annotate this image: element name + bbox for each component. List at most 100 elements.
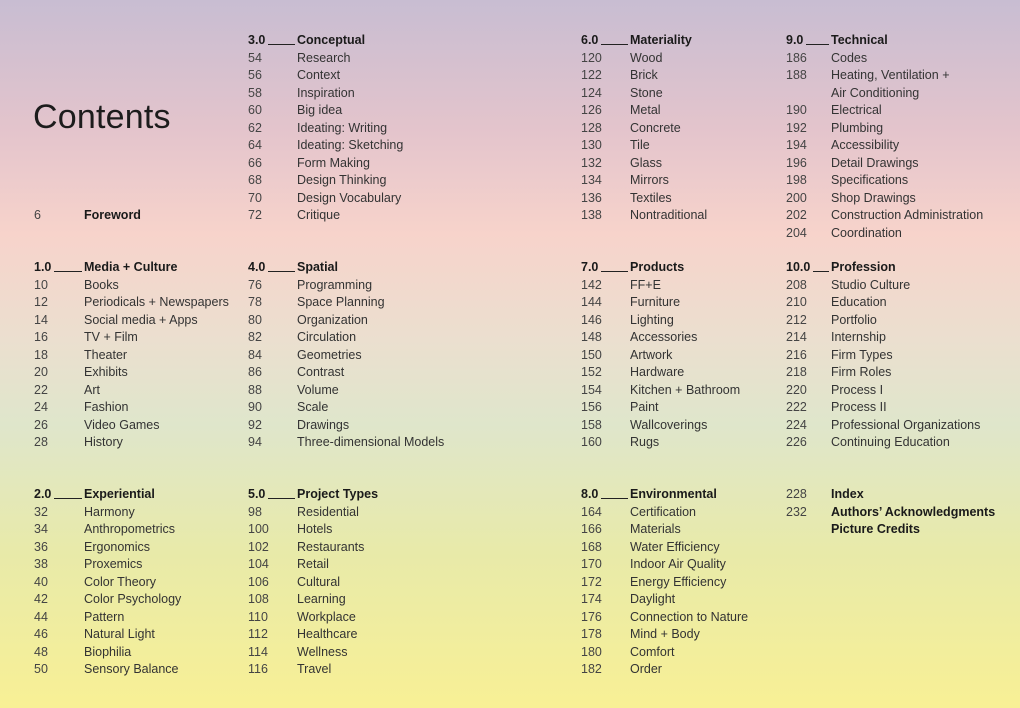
toc-entry: 36 Ergonomics <box>34 539 181 557</box>
entry-title: Geometries <box>297 347 362 362</box>
toc-entry: 200 Shop Drawings <box>786 190 983 208</box>
section-number: 9.0 <box>786 33 804 47</box>
toc-entry: 174 Daylight <box>581 591 748 609</box>
entry-title: Periodicals + Newspapers <box>84 295 229 309</box>
entry-title: Contrast <box>297 365 345 379</box>
section-number: 7.0 <box>581 260 599 274</box>
section-heading: 5.0 Project Types <box>248 486 378 504</box>
entry-title: Furniture <box>630 295 681 309</box>
toc-entry: 12 Periodicals + Newspapers <box>34 294 229 312</box>
toc-entry: 208 Studio Culture <box>786 277 980 295</box>
page-number: 180 <box>581 644 602 659</box>
entry-title: Restaurants <box>297 539 365 554</box>
page-number: 176 <box>581 609 602 624</box>
toc-entry: 42 Color Psychology <box>34 591 181 609</box>
toc-entry: 34 Anthropometrics <box>34 521 181 539</box>
entry-title: Rugs <box>630 435 660 449</box>
entry-title: Accessories <box>630 330 698 344</box>
toc-entry: 56 Context <box>248 67 403 85</box>
toc-entry: 104 Retail <box>248 556 378 574</box>
page-number: 138 <box>581 208 602 222</box>
entry-title: Drawings <box>297 417 350 432</box>
page-number: 120 <box>581 50 602 65</box>
section-number: 1.0 <box>34 260 52 274</box>
toc-entry: 108 Learning <box>248 591 378 609</box>
page-number: 110 <box>248 609 268 624</box>
page-number: 104 <box>248 557 269 571</box>
entry-title: Professional Organizations <box>831 417 981 432</box>
page-number: 148 <box>581 330 602 344</box>
toc-entry: 70 Design Vocabulary <box>248 190 403 208</box>
entry-title: Authors’ Acknowledgments <box>831 504 996 519</box>
toc-entry: 196 Detail Drawings <box>786 155 983 173</box>
toc-entry: 188 Heating, Ventilation + Air Conditioni… <box>786 67 983 102</box>
entry-title: Books <box>84 277 119 292</box>
page-number: 94 <box>248 435 262 449</box>
page-number: 40 <box>34 574 48 589</box>
entry-title: Hardware <box>630 365 685 379</box>
page-number: 122 <box>581 68 602 82</box>
toc-entry: 46 Natural Light <box>34 626 181 644</box>
entry-title: Studio Culture <box>831 277 911 292</box>
page-number: 116 <box>248 662 268 676</box>
entry-title: Anthropometrics <box>84 522 176 536</box>
entry-title: Harmony <box>84 504 135 519</box>
page-number: 90 <box>248 400 262 414</box>
entry-title: Accessibility <box>831 138 900 152</box>
toc-entry: 212 Portfolio <box>786 312 980 330</box>
heading-rule <box>601 32 628 45</box>
section-heading: 6.0 Materiality <box>581 32 707 50</box>
toc-entry: 88 Volume <box>248 382 444 400</box>
entry-title: Mirrors <box>630 173 669 187</box>
toc-entry: 186 Codes <box>786 50 983 68</box>
entry-title: Materials <box>630 522 681 536</box>
toc-section: 228 Index 232 Authors’ Acknowledgments Pictu… <box>786 486 995 539</box>
toc-entry: 18 Theater <box>34 347 229 365</box>
page-number: 200 <box>786 190 807 205</box>
toc-entry: 146 Lighting <box>581 312 740 330</box>
entry-title: Research <box>297 50 351 65</box>
toc-entry: 26 Video Games <box>34 417 229 435</box>
page-number: 54 <box>248 50 262 65</box>
page-number: 214 <box>786 330 807 344</box>
toc-entry: 72 Critique <box>248 207 403 225</box>
page-number: 16 <box>34 330 48 344</box>
entry-title: Form Making <box>297 155 370 170</box>
heading-rule <box>268 486 295 499</box>
toc-entry: 68 Design Thinking <box>248 172 403 190</box>
toc-entry: 226 Continuing Education <box>786 434 980 452</box>
page-number: 132 <box>581 155 602 170</box>
entry-title: Mind + Body <box>630 627 700 641</box>
page-number: 48 <box>34 644 48 659</box>
page-number: 68 <box>248 173 262 187</box>
page-number: 202 <box>786 208 807 222</box>
toc-entry: 170 Indoor Air Quality <box>581 556 748 574</box>
page-number: 102 <box>248 539 269 554</box>
entry-title: Coordination <box>831 225 902 240</box>
toc-entry: 66 Form Making <box>248 155 403 173</box>
page-number: 28 <box>34 435 48 449</box>
toc-entry: 58 Inspiration <box>248 85 403 103</box>
section-number: 2.0 <box>34 487 52 501</box>
toc-entry: 144 Furniture <box>581 294 740 312</box>
page-number: 12 <box>34 295 48 309</box>
page-number: 72 <box>248 208 262 222</box>
entry-title: Connection to Nature <box>630 609 749 624</box>
toc-entry: 64 Ideating: Sketching <box>248 137 403 155</box>
toc-entry: 116 Travel <box>248 661 378 679</box>
section-number: 3.0 <box>248 33 266 47</box>
entry-title: Shop Drawings <box>831 190 916 205</box>
page-number: 38 <box>34 557 48 571</box>
page-number: 100 <box>248 522 269 536</box>
toc-section: 4.0 Spatial 76 Programming 78 Space Planning 8… <box>248 259 444 452</box>
toc-entry: 84 Geometries <box>248 347 444 365</box>
section-title: Environmental <box>630 487 717 501</box>
page-number: 124 <box>581 85 602 100</box>
toc-section: 6 Foreword <box>34 207 141 225</box>
entry-title: Color Psychology <box>84 592 182 606</box>
toc-entry: 210 Education <box>786 294 980 312</box>
page-number: 150 <box>581 347 602 362</box>
page-number: 216 <box>786 347 807 362</box>
entry-title: Nontraditional <box>630 208 708 222</box>
section-title: Technical <box>831 33 888 47</box>
